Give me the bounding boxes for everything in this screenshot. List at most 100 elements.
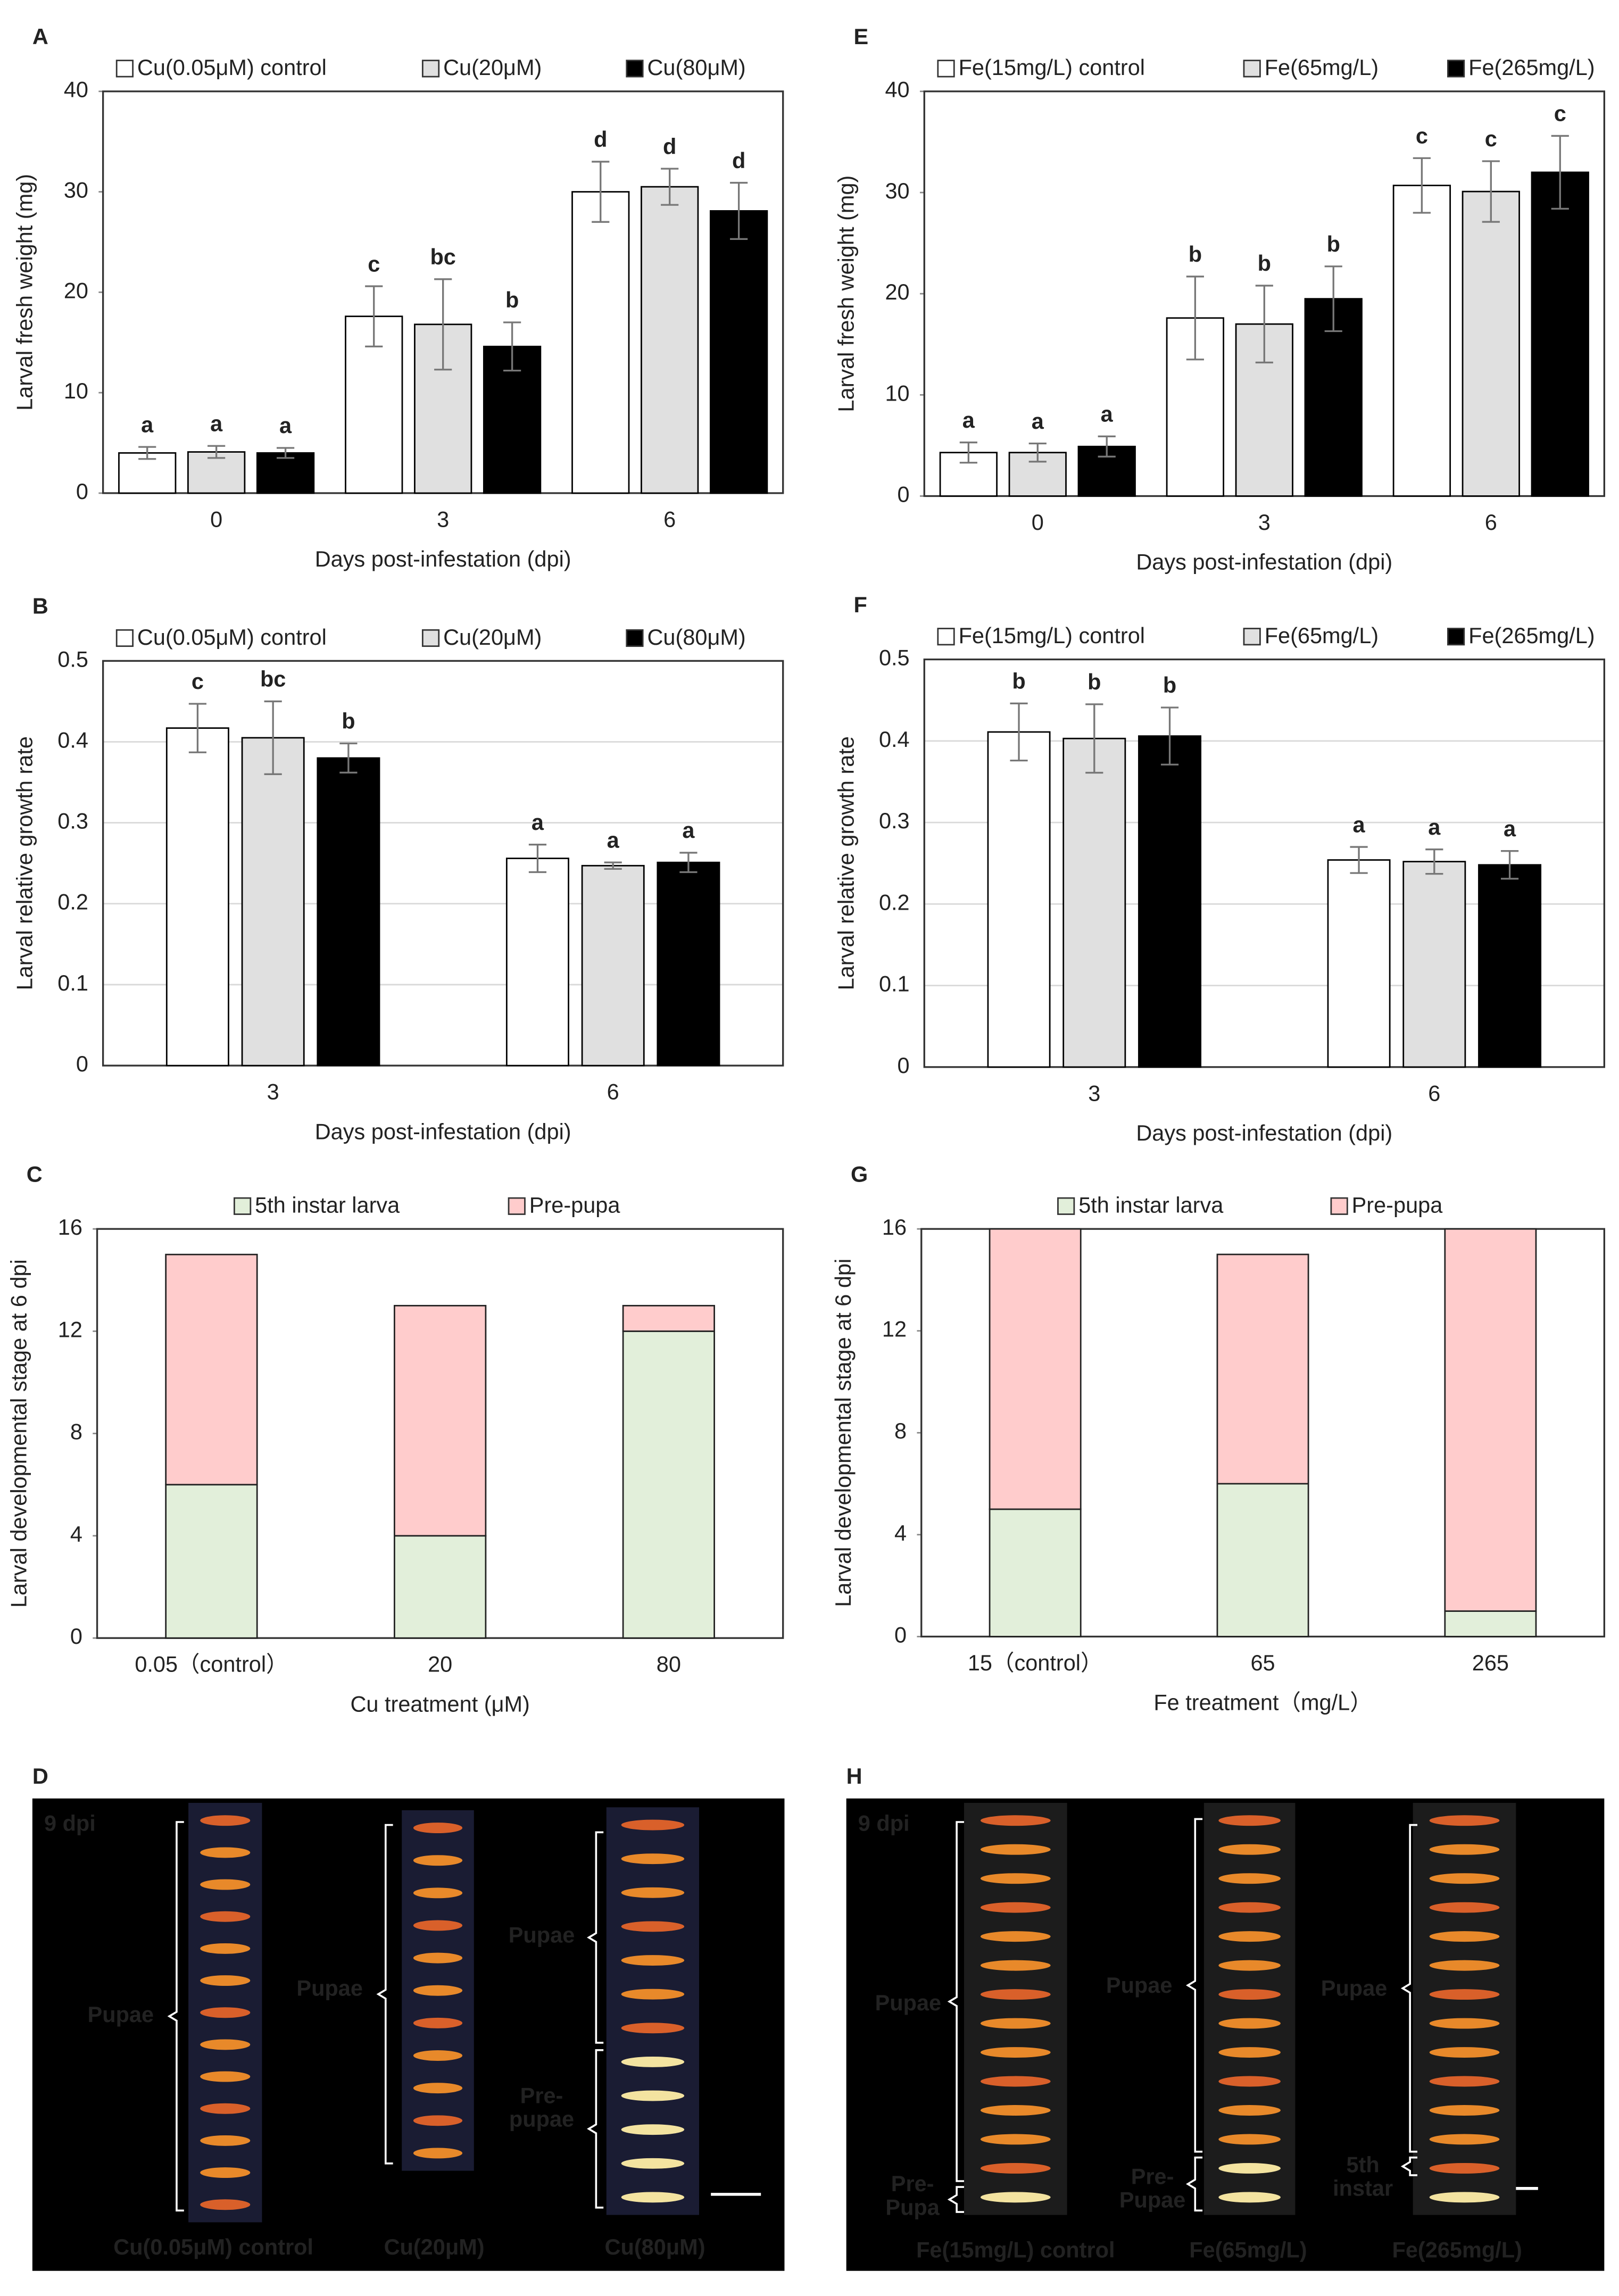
legend-swatch [1330,1197,1348,1215]
bar-segment [394,1535,487,1639]
x-axis-label: Days post-infestation (dpi) [1136,1120,1392,1145]
y-axis-label: Larval fresh weight (mg) [833,176,858,412]
significance-letter: c [1416,123,1428,148]
larva [1218,2018,1281,2029]
significance-letter: bc [430,244,455,269]
larva [1218,1844,1281,1855]
larva [621,2158,685,2169]
y-tick-label: 20 [885,279,909,304]
significance-letter: a [1504,816,1516,841]
significance-letter: a [210,411,223,436]
error-bar [661,168,679,206]
larva [621,1853,685,1865]
bracket [587,2049,604,2209]
larva [1429,1989,1500,2000]
larva [1429,2018,1500,2029]
larva [413,1887,463,1899]
x-tick-label: 0 [210,506,222,531]
bar [1462,190,1520,497]
y-tick-label: 8 [70,1419,82,1444]
error-bar [1010,702,1028,762]
bar [1531,171,1589,497]
x-tick-label: 3 [267,1079,279,1104]
larva [200,1943,251,1954]
y-tick-label: 0 [898,1053,910,1078]
larva [980,2076,1051,2087]
x-axis-label: Days post-infestation (dpi) [1136,550,1392,575]
legend-label: Cu(20μM) [443,625,542,650]
significance-letter: b [342,709,355,734]
y-tick-label: 30 [64,178,88,203]
group-label: Pre- [520,2083,563,2108]
bar-segment [1216,1253,1309,1485]
bracket [947,2186,964,2213]
y-tick-label: 0.4 [57,727,88,752]
y-tick-label: 0.2 [57,889,88,914]
significance-letter: b [1258,251,1271,276]
error-bar [1028,442,1047,463]
y-axis-label: Larval developmental stage at 6 dpi [6,1259,31,1608]
larva [1429,1844,1500,1855]
y-tick-label: 40 [64,77,88,102]
larva [413,1952,463,1964]
x-tick-label: 6 [607,1079,619,1104]
larva [200,1879,251,1890]
legend-label: Pre-pupa [1352,1193,1443,1218]
larva [200,2167,251,2178]
legend-swatch [626,60,644,78]
plot-frame [923,658,1605,1068]
x-tick-label: 65 [1250,1650,1275,1675]
y-tick-label: 0.5 [57,646,88,671]
panel-letter: D [32,1763,48,1788]
error-bar [604,861,622,870]
x-tick-label: 3 [437,506,449,531]
group-label: Pupae [875,1990,942,2015]
larva [621,2090,685,2101]
larva [200,2039,251,2050]
error-bar [1186,276,1204,361]
bar [241,737,305,1067]
larva [200,1911,251,1922]
legend-label: 5th instar larva [1078,1193,1224,1218]
significance-letter: d [594,127,607,152]
bar [709,210,768,494]
larva [1218,1931,1281,1942]
larva [1218,1960,1281,1971]
larva [413,2115,463,2126]
bracket [1400,1824,1418,2153]
x-axis-label: Cu treatment (μM) [350,1691,529,1716]
y-tick-label: 16 [58,1214,82,1239]
bar [505,858,569,1067]
bracket [376,1824,393,2165]
x-axis-label: Days post-infestation (dpi) [315,1119,571,1144]
larva [413,2083,463,2094]
error-bar [276,447,295,459]
x-axis-label: Days post-infestation (dpi) [315,546,571,571]
bar-segment [165,1484,258,1639]
bar [317,757,380,1067]
y-tick-label: 0.3 [57,809,88,834]
significance-letter: a [141,412,154,437]
y-tick-label: 10 [885,380,909,405]
significance-letter: a [1353,812,1366,837]
significance-letter: b [1087,669,1101,694]
panel-letter: F [853,592,867,617]
y-tick-label: 0 [70,1624,82,1649]
column-label: Fe(265mg/L) [1392,2237,1522,2262]
legend-swatch [626,629,644,647]
y-tick-label: 16 [882,1214,907,1239]
bar [1062,737,1126,1068]
bar [1392,185,1451,497]
x-tick-label: 15（control） [968,1650,1103,1675]
larva [413,2148,463,2159]
y-axis-label: Larval relative growth rate [12,736,37,990]
legend-swatch [1057,1197,1075,1215]
group-label: Pupae [509,1923,575,1948]
legend-label: Cu(0.05μM) control [137,625,327,650]
larva [980,2047,1051,2058]
legend-swatch [421,629,440,647]
significance-letter: a [962,407,975,432]
photo-strip [606,1807,700,2215]
larva [621,1819,685,1831]
larva [621,2023,685,2034]
